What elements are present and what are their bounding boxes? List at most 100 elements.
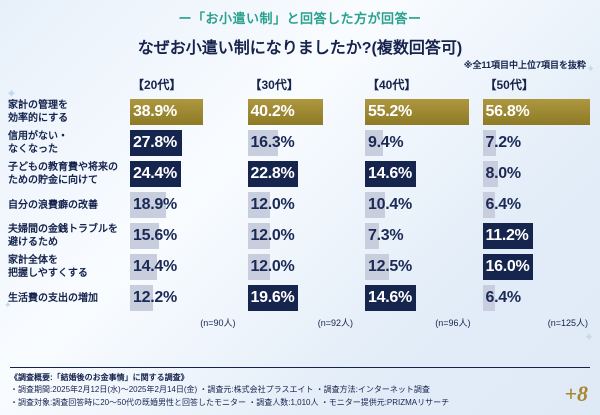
bar <box>365 223 379 249</box>
bar-cell: 11.2% <box>482 223 593 249</box>
value-label: 18.9% <box>133 196 177 213</box>
bar-cell: 9.4% <box>365 130 475 156</box>
plus-eight-logo: +8 <box>564 381 588 406</box>
sample-size-30s: (n=92人) <box>317 318 353 328</box>
value-label: 15.6% <box>133 227 177 244</box>
row-label: 夫婦間の金銭トラブルを 避けるため <box>8 224 118 248</box>
footer-line-1: ・調査期間:2025年2月12日(水)〜2025年2月14日(金) ・調査元:株… <box>10 385 430 395</box>
bar <box>247 192 271 218</box>
value-label: 8.0% <box>485 165 522 182</box>
value-label: 12.0% <box>250 196 295 213</box>
bar <box>365 254 389 280</box>
value-label: 56.8% <box>485 103 530 120</box>
row-label: 家計全体を 把握しやすくする <box>8 255 88 279</box>
bar <box>365 192 385 218</box>
page-title: なぜお小遣い制になりましたか?(複数回答可) <box>137 40 463 57</box>
value-label: 55.2% <box>368 103 412 120</box>
footer-heading: 《調査概要:「結婚後のお金事情」に関する調査》 <box>10 372 189 382</box>
column-header-30s: 【30代】 <box>249 78 299 92</box>
bar-cell: 14.6% <box>365 285 475 311</box>
bar <box>130 223 160 249</box>
bar-cell: 18.9% <box>130 192 240 218</box>
value-label: 10.4% <box>368 196 412 213</box>
value-label: 11.2% <box>482 223 533 249</box>
footer-line-2: ・調査対象:調査回答時に20〜50代の既婚男性と回答したモニター ・調査人数:1… <box>10 397 450 407</box>
value-label: 16.3% <box>250 134 295 151</box>
value-label: 38.9% <box>133 103 177 120</box>
bar-cell: 22.8% <box>247 161 358 187</box>
bar <box>247 130 279 156</box>
value-label: 14.6% <box>365 285 416 311</box>
bar-cell: 38.9% <box>130 99 240 125</box>
bar <box>130 285 154 311</box>
bar-cell: 19.6% <box>247 285 358 311</box>
row-label: 自分の浪費癖の改善 <box>8 199 98 211</box>
column-header-40s: 【40代】 <box>367 78 417 92</box>
survey-bar-chart: 【20代】 【30代】 【40代】 【50代】 家計の管理を 効率的にする 38… <box>8 76 592 330</box>
bar-cell: 12.2% <box>130 285 240 311</box>
bar-cell: 7.3% <box>365 223 475 249</box>
value-label: 12.2% <box>133 289 177 306</box>
value-label: 6.4% <box>485 196 522 213</box>
value-label: 27.8% <box>130 130 181 156</box>
bar <box>482 192 495 218</box>
bar <box>247 223 271 249</box>
bar-cell: 12.0% <box>247 223 358 249</box>
value-label: 9.4% <box>368 134 404 151</box>
bar-cell: 12.0% <box>247 192 358 218</box>
row-label: 子どもの教育費や将来の ための貯金に向けて <box>8 162 118 186</box>
value-label: 12.0% <box>250 258 295 275</box>
bar <box>247 99 324 125</box>
bar-cell: 6.4% <box>482 192 593 218</box>
bar <box>482 99 590 125</box>
bar-cell: 12.0% <box>247 254 358 280</box>
column-header-50s: 【50代】 <box>484 78 534 92</box>
value-label: 22.8% <box>247 161 299 187</box>
value-label: 19.6% <box>247 285 299 311</box>
row-label: 生活費の支出の増加 <box>8 292 98 304</box>
bar <box>130 254 158 280</box>
value-label: 14.4% <box>133 258 177 275</box>
value-label: 7.2% <box>485 134 522 151</box>
bar <box>482 161 498 187</box>
bar <box>482 285 495 311</box>
bar <box>482 130 497 156</box>
bar-cell: 40.2% <box>247 99 358 125</box>
bar-cell: 16.0% <box>482 254 593 280</box>
row-label: 家計の管理を 効率的にする <box>8 100 69 124</box>
sample-size-20s: (n=90人) <box>200 318 236 328</box>
value-label: 6.4% <box>485 289 522 306</box>
bar-cell: 16.3% <box>247 130 358 156</box>
sparkle-icon: ✦ <box>586 64 595 75</box>
row-label: 信用がない・ なくなった <box>8 131 68 155</box>
value-label: 7.3% <box>368 227 404 244</box>
bar-cell: 7.2% <box>482 130 593 156</box>
bar-cell: 55.2% <box>365 99 475 125</box>
sample-size-50s: (n=125人) <box>547 318 588 328</box>
bar-cell: 24.4% <box>130 161 240 187</box>
bar-cell: 15.6% <box>130 223 240 249</box>
header-tagline: ー「お小遣い制」と回答した方が回答ー <box>178 11 422 26</box>
value-label: 12.5% <box>368 258 412 275</box>
value-label: 16.0% <box>482 254 534 280</box>
bar-cell: 10.4% <box>365 192 475 218</box>
note-text: ※全11項目中上位7項目を抜粋 <box>463 60 586 70</box>
bar <box>247 254 271 280</box>
bar-cell: 8.0% <box>482 161 593 187</box>
bar <box>130 192 166 218</box>
value-label: 40.2% <box>250 103 295 120</box>
bar <box>365 99 470 125</box>
bar-cell: 27.8% <box>130 130 240 156</box>
value-label: 24.4% <box>130 161 181 187</box>
sparkle-icon: ✦ <box>583 330 594 344</box>
bar-cell: 12.5% <box>365 254 475 280</box>
bar <box>365 130 383 156</box>
bar-cell: 6.4% <box>482 285 593 311</box>
value-label: 12.0% <box>250 227 295 244</box>
value-label: 14.6% <box>365 161 416 187</box>
bar <box>130 99 204 125</box>
column-header-20s: 【20代】 <box>132 78 182 92</box>
bar-cell: 14.6% <box>365 161 475 187</box>
sample-size-40s: (n=96人) <box>435 318 471 328</box>
bar-cell: 14.4% <box>130 254 240 280</box>
